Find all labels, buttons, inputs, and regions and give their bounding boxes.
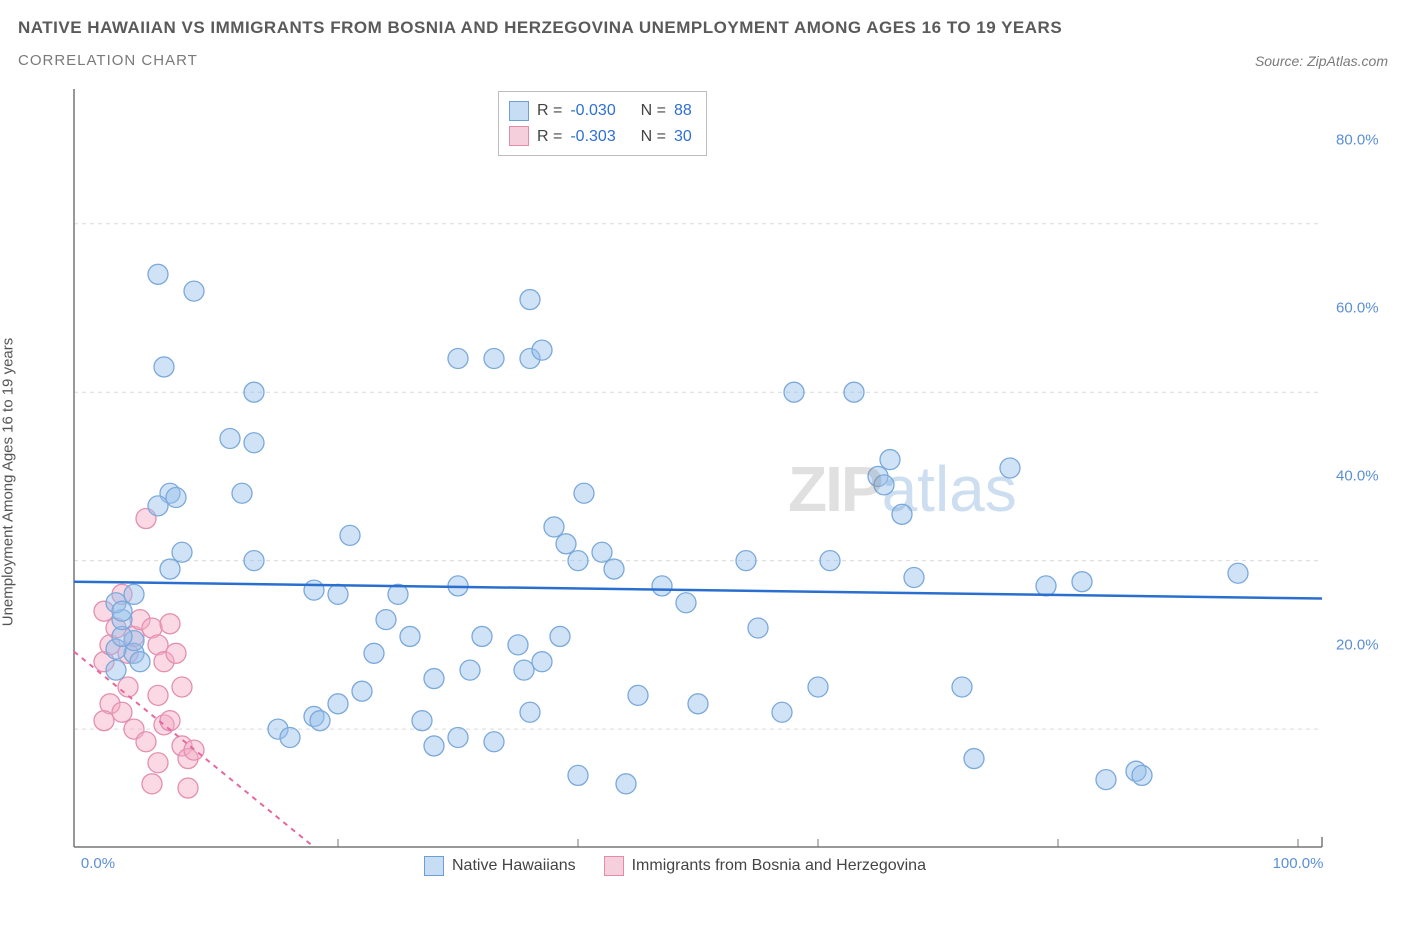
source-prefix: Source:: [1255, 53, 1307, 69]
legend-r-label-a: R =: [537, 98, 562, 124]
x-tick-label: 0.0%: [81, 855, 115, 872]
subtitle-row: CORRELATION CHART Source: ZipAtlas.com: [18, 52, 1388, 69]
legend-row-a: R = -0.030 N = 88: [509, 98, 692, 124]
x-tick-label: 100.0%: [1273, 855, 1324, 872]
y-tick-label: 20.0%: [1336, 636, 1379, 653]
legend-r-value-b: -0.303: [570, 124, 615, 150]
page-title: NATIVE HAWAIIAN VS IMMIGRANTS FROM BOSNI…: [18, 18, 1388, 38]
y-axis-label: Unemployment Among Ages 16 to 19 years: [0, 338, 17, 627]
source-value: ZipAtlas.com: [1307, 53, 1388, 69]
legend-swatch-b: [509, 126, 529, 146]
legend-n-value-a: 88: [674, 98, 692, 124]
correlation-legend: R = -0.030 N = 88 R = -0.303 N = 30: [498, 91, 707, 156]
series-swatch-b: [604, 856, 624, 876]
legend-n-value-b: 30: [674, 124, 692, 150]
chart-area: Unemployment Among Ages 16 to 19 years Z…: [18, 77, 1388, 887]
series-label-b: Immigrants from Bosnia and Herzegovina: [632, 857, 926, 875]
series-swatch-a: [424, 856, 444, 876]
y-tick-label: 60.0%: [1336, 299, 1379, 316]
legend-n-label-a: N =: [641, 98, 666, 124]
series-legend: Native Hawaiians Immigrants from Bosnia …: [424, 856, 926, 876]
series-legend-item-b: Immigrants from Bosnia and Herzegovina: [604, 856, 926, 876]
source-label: Source: ZipAtlas.com: [1255, 53, 1388, 69]
scatter-chart-svg: [18, 77, 1388, 887]
y-tick-label: 40.0%: [1336, 468, 1379, 485]
legend-r-value-a: -0.030: [570, 98, 615, 124]
legend-swatch-a: [509, 101, 529, 121]
series-label-a: Native Hawaiians: [452, 857, 576, 875]
subtitle: CORRELATION CHART: [18, 52, 198, 69]
series-legend-item-a: Native Hawaiians: [424, 856, 576, 876]
legend-row-b: R = -0.303 N = 30: [509, 124, 692, 150]
legend-r-label-b: R =: [537, 124, 562, 150]
legend-n-label-b: N =: [641, 124, 666, 150]
y-tick-label: 80.0%: [1336, 131, 1379, 148]
